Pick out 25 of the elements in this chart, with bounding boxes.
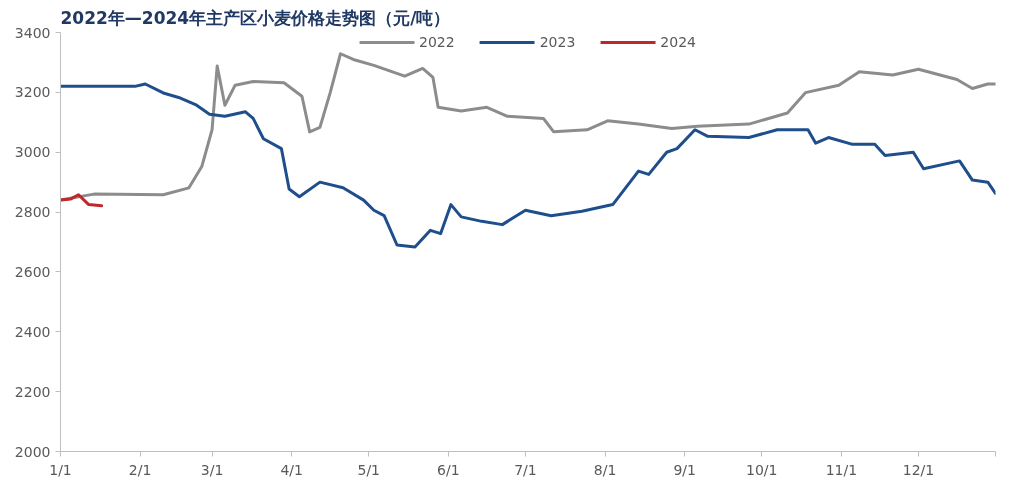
- y-tick-label: 3200: [14, 84, 51, 101]
- y-tick-label: 2600: [14, 263, 51, 280]
- line-series: [60, 193, 104, 208]
- chart-title: 2022年—2024年主产区小麦价格走势图（元/吨）: [60, 7, 451, 28]
- x-tick-label: 2/1: [128, 461, 152, 478]
- y-tick-label: 3400: [14, 24, 51, 41]
- x-tick-label: 3/1: [200, 461, 224, 478]
- legend-label: 2022: [419, 34, 455, 50]
- x-tick-label: 9/1: [673, 461, 696, 478]
- y-tick-label: 2400: [14, 323, 51, 340]
- y-tick-label: 2000: [14, 443, 51, 460]
- x-tick-label: 8/1: [593, 461, 617, 478]
- x-tick-label: 6/1: [437, 461, 460, 478]
- x-tick-label: 11/1: [825, 461, 858, 478]
- x-tick-label: 5/1: [357, 461, 381, 478]
- y-tick-label: 3000: [14, 144, 51, 161]
- legend-label: 2024: [660, 34, 696, 50]
- x-tick-label: 12/1: [902, 461, 935, 478]
- x-tick-label: 10/1: [746, 461, 778, 478]
- y-tick-label: 2800: [14, 204, 51, 221]
- x-tick-label: 7/1: [514, 461, 537, 478]
- x-tick-label: 4/1: [280, 461, 303, 478]
- x-tick-label: 1/1: [49, 461, 72, 478]
- y-tick-label: 2200: [14, 383, 51, 400]
- legend-label: 2023: [539, 34, 576, 50]
